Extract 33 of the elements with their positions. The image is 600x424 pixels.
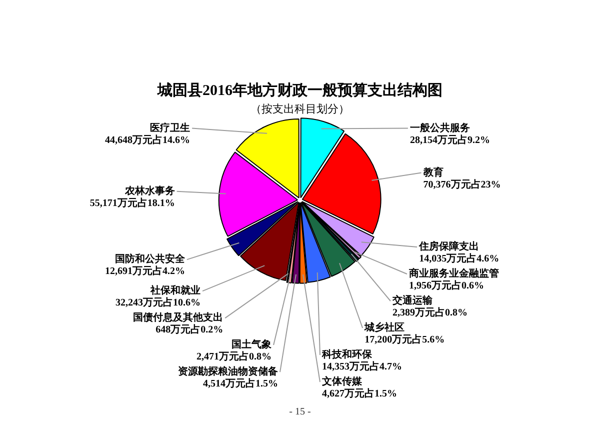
data-label: 648万元占0.2% — [156, 324, 224, 336]
slice-label: 交通运输 — [391, 294, 434, 307]
slice-label: 教育 — [422, 166, 444, 178]
data-label: 14,035万元占4.6% — [419, 252, 500, 265]
slice-label: 住房保障支出 — [418, 240, 480, 253]
slice-label: 农林水事务 — [124, 184, 175, 197]
slice-label: 国防和公共安全 — [114, 253, 186, 266]
chart-subtitle: （按支出科目划分） — [250, 102, 350, 116]
slice-label: 国债付息及其他支出 — [133, 312, 224, 324]
slice-label: 商业服务业金融监管 — [408, 268, 500, 280]
data-label: 17,200万元占5.6% — [364, 334, 445, 346]
data-label: 2,389万元占0.8% — [392, 306, 468, 319]
slice-label: 国土气象 — [232, 338, 272, 351]
data-label: 1,956万元占0.6% — [409, 280, 484, 292]
data-label: 32,243万元占10.6% — [115, 296, 200, 309]
slice-label: 科技和环保 — [321, 348, 373, 361]
slice-label: 文体传媒 — [321, 376, 363, 388]
data-label: 12,691万元占4.2% — [104, 265, 185, 278]
data-label: 4,514万元占1.5% — [203, 378, 278, 390]
data-label: 2,471万元占0.8% — [196, 350, 272, 363]
data-label: 4,627万元占1.5% — [322, 388, 397, 400]
data-label: 55,171万元占18.1% — [90, 196, 175, 209]
data-label: 70,376万元占23% — [423, 178, 501, 190]
data-label: 14,353万元占4.7% — [322, 360, 402, 373]
slice-label: 城乡社区 — [364, 322, 405, 334]
text: - 15 - — [289, 406, 311, 418]
slice-label: 社保和就业 — [149, 284, 200, 297]
chart-title: 城固县2016年地方财政一般预算支出结构图 — [156, 80, 442, 99]
data-label: 28,154万元占9.2% — [410, 134, 490, 146]
slice-label: 医疗卫生 — [150, 122, 190, 134]
slice-label: 一般公共服务 — [410, 122, 470, 134]
data-label: 44,648万元占14.6% — [105, 134, 190, 146]
slice-label: 资源勘探粮油物资储备 — [178, 366, 279, 378]
